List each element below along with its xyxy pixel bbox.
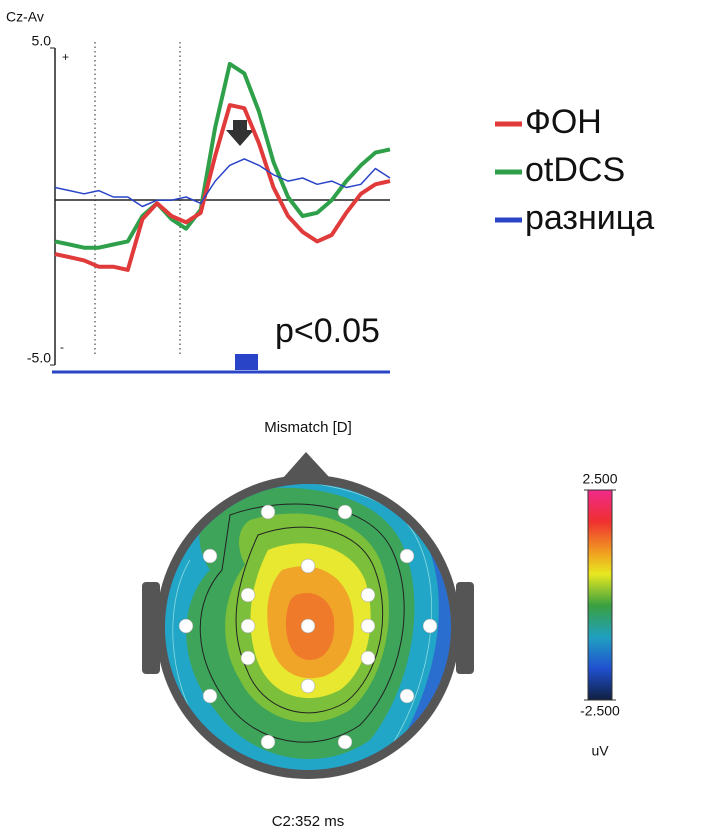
legend-label: разница	[525, 199, 654, 237]
electrodes	[178, 504, 438, 750]
y-tick-label: 5.0	[32, 33, 52, 49]
waveform-chart: Cz-Av + - p<0.05	[6, 9, 390, 374]
annotation: p<0.05	[275, 312, 380, 350]
legend-label: otDCS	[525, 151, 625, 189]
map-title: Mismatch [D]	[264, 419, 352, 436]
colorbar	[587, 489, 613, 701]
series-line	[54, 158, 391, 208]
arrow	[226, 120, 254, 146]
y-axis-label: Cz-Av	[6, 9, 44, 25]
series-line	[54, 103, 391, 272]
polarity-minus: -	[60, 340, 64, 354]
legend-label: ФОН	[525, 103, 602, 141]
colorbar-tick-label: -2.500	[580, 703, 620, 719]
series-line	[54, 61, 391, 250]
topomap: Mismatch [D]	[142, 419, 613, 830]
map-caption: C2:352 ms	[272, 813, 345, 830]
colorbar-unit: uV	[591, 743, 609, 759]
y-tick-label: -5.0	[27, 350, 51, 366]
polarity-plus: +	[62, 50, 69, 64]
map-field	[165, 484, 451, 770]
colorbar-tick-label: 2.500	[582, 471, 617, 487]
significance-block	[235, 354, 258, 370]
ear	[142, 582, 160, 674]
ear	[456, 582, 474, 674]
nose	[283, 452, 330, 478]
